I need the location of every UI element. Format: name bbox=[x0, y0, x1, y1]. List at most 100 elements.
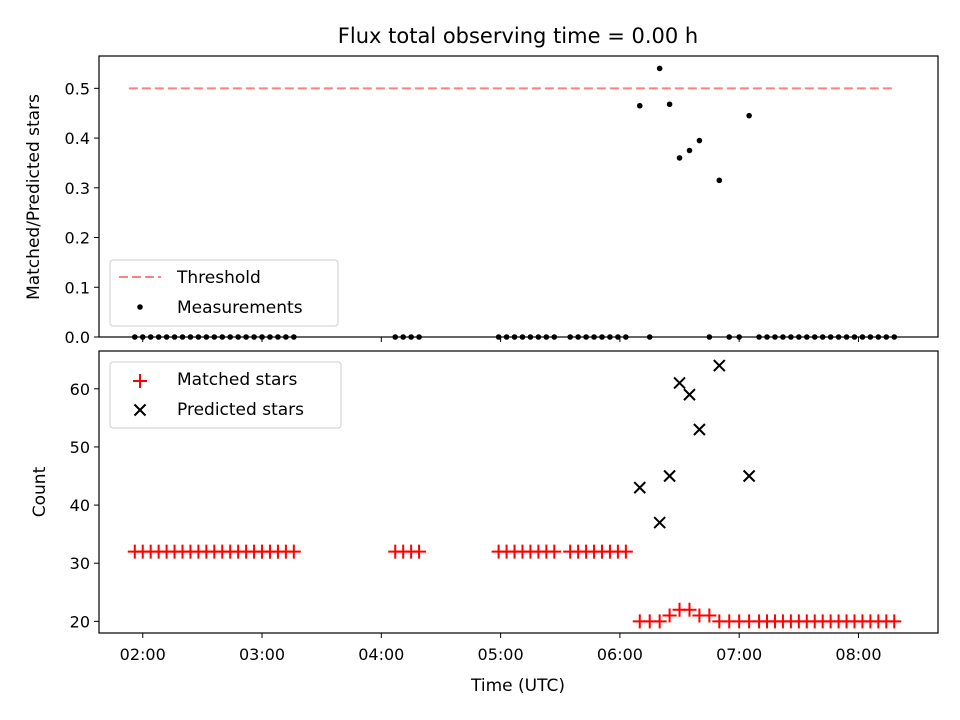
bottom-predicted-star-point bbox=[653, 516, 666, 529]
top-ytick-label: 0.4 bbox=[65, 129, 90, 148]
top-measurement-point bbox=[275, 334, 281, 340]
top-measurement-point bbox=[607, 334, 613, 340]
bottom-matched-star-point bbox=[618, 544, 633, 559]
top-measurement-point bbox=[819, 334, 826, 340]
bottom-matched-star-point bbox=[547, 544, 562, 559]
legend-matched-swatch bbox=[133, 374, 147, 388]
bottom-matched-star-point bbox=[702, 608, 717, 623]
bottom-predicted-star-point bbox=[742, 469, 756, 483]
top-measurement-point bbox=[219, 334, 226, 340]
top-measurement-point bbox=[203, 334, 210, 340]
top-measurement-point bbox=[147, 334, 154, 340]
bottom-ytick-label: 20 bbox=[70, 612, 90, 631]
top-measurement-point bbox=[543, 334, 550, 340]
top-measurement-point bbox=[796, 334, 802, 340]
top-measurement-point bbox=[251, 334, 257, 340]
top-measurement-point bbox=[676, 155, 683, 161]
top-legend: Threshold Measurements bbox=[109, 259, 339, 327]
top-measurement-point bbox=[656, 65, 663, 72]
top-legend-box bbox=[109, 259, 339, 327]
top-measurement-point bbox=[772, 334, 778, 340]
top-measurement-point bbox=[267, 334, 273, 340]
top-measurement-point bbox=[764, 334, 770, 340]
top-measurement-point bbox=[583, 334, 589, 340]
legend-threshold-label: Threshold bbox=[176, 268, 261, 288]
bottom-predicted-star-point bbox=[683, 388, 696, 401]
top-ytick-label: 0.1 bbox=[65, 278, 90, 297]
bottom-predicted-star-point bbox=[633, 481, 646, 494]
bottom-predicted-star-point bbox=[713, 359, 726, 372]
top-measurement-point bbox=[575, 334, 581, 340]
bottom-legend-box bbox=[109, 361, 342, 429]
top-panel: Matched/Predicted stars 0.00.10.20.30.40… bbox=[24, 55, 939, 347]
top-measurement-point bbox=[211, 334, 218, 340]
top-measurement-point bbox=[235, 334, 241, 340]
top-measurement-point bbox=[859, 334, 866, 340]
top-measurement-point bbox=[171, 334, 178, 340]
bottom-xtick-label: 06:00 bbox=[597, 645, 643, 664]
top-ytick-label: 0.3 bbox=[65, 179, 90, 198]
top-measurement-point bbox=[615, 334, 621, 340]
top-ytick-label: 0.5 bbox=[65, 79, 90, 98]
bottom-panel-frame bbox=[98, 350, 939, 634]
top-panel-yticks: 0.0 0.1 0.2 0.3 0.4 0.5 bbox=[65, 79, 99, 347]
bottom-xtick-label: 07:00 bbox=[716, 645, 762, 664]
top-measurement-point bbox=[163, 334, 170, 340]
bottom-xtick-label: 04:00 bbox=[358, 645, 404, 664]
bottom-xtick-label: 08:00 bbox=[835, 645, 881, 664]
top-measurement-point bbox=[195, 334, 202, 340]
bottom-matched-star-point bbox=[286, 544, 301, 559]
bottom-ytick-label: 50 bbox=[70, 438, 90, 457]
top-panel-ylabel: Matched/Predicted stars bbox=[24, 94, 44, 300]
top-measurement-point bbox=[746, 112, 752, 119]
top-measurement-point bbox=[636, 102, 643, 109]
top-measurement-point bbox=[736, 334, 742, 340]
top-measurement-point bbox=[803, 334, 810, 340]
bottom-matched-star-point bbox=[652, 614, 667, 629]
bottom-panel-xlabel: Time (UTC) bbox=[470, 676, 565, 696]
top-measurement-point bbox=[851, 334, 858, 340]
bottom-panel-marks bbox=[127, 359, 902, 629]
top-measurement-point bbox=[835, 334, 842, 340]
bottom-matched-star-point bbox=[662, 608, 677, 623]
top-measurement-point bbox=[551, 334, 558, 340]
legend-predicted-swatch bbox=[133, 403, 147, 417]
top-measurement-point bbox=[131, 334, 138, 340]
top-measurement-point bbox=[535, 334, 542, 340]
bottom-panel-yticks: 20 30 40 50 60 bbox=[70, 380, 99, 631]
top-measurement-point bbox=[666, 101, 673, 108]
bottom-predicted-star-point bbox=[673, 376, 686, 390]
top-panel-marks bbox=[128, 65, 898, 340]
bottom-matched-star-point bbox=[682, 602, 697, 617]
top-measurement-point bbox=[686, 147, 693, 154]
top-measurement-point bbox=[243, 334, 249, 340]
top-measurement-point bbox=[843, 334, 850, 340]
top-measurement-point bbox=[527, 334, 534, 340]
top-measurement-point bbox=[139, 334, 146, 340]
top-measurement-point bbox=[495, 334, 502, 340]
top-measurement-point bbox=[875, 334, 882, 340]
legend-matched-label: Matched stars bbox=[177, 370, 297, 390]
bottom-matched-star-point bbox=[887, 614, 902, 629]
top-measurement-point bbox=[179, 334, 186, 340]
top-ytick-label: 0.2 bbox=[65, 229, 90, 248]
top-measurement-point bbox=[827, 334, 834, 340]
top-panel-frame bbox=[98, 55, 939, 338]
bottom-panel: Count Time (UTC) 20 30 40 50 60 02:00 03:00 04… bbox=[30, 350, 939, 696]
top-measurement-point bbox=[291, 334, 297, 340]
bottom-panel-xticks: 02:00 03:00 04:00 05:00 06:00 07:00 08:00 bbox=[120, 633, 882, 664]
top-measurement-point bbox=[408, 334, 414, 340]
top-measurement-point bbox=[392, 334, 399, 340]
bottom-panel-ylabel: Count bbox=[30, 466, 50, 517]
top-measurement-point bbox=[416, 334, 422, 340]
top-measurement-point bbox=[400, 334, 406, 340]
top-measurement-point bbox=[883, 334, 890, 340]
top-measurement-point bbox=[155, 334, 162, 340]
top-measurement-point bbox=[756, 334, 762, 340]
legend-measurements-label: Measurements bbox=[177, 298, 303, 318]
bottom-predicted-star-point bbox=[693, 423, 706, 436]
top-measurement-point bbox=[788, 334, 794, 340]
top-measurement-point bbox=[706, 334, 713, 340]
top-measurement-point bbox=[187, 334, 194, 340]
